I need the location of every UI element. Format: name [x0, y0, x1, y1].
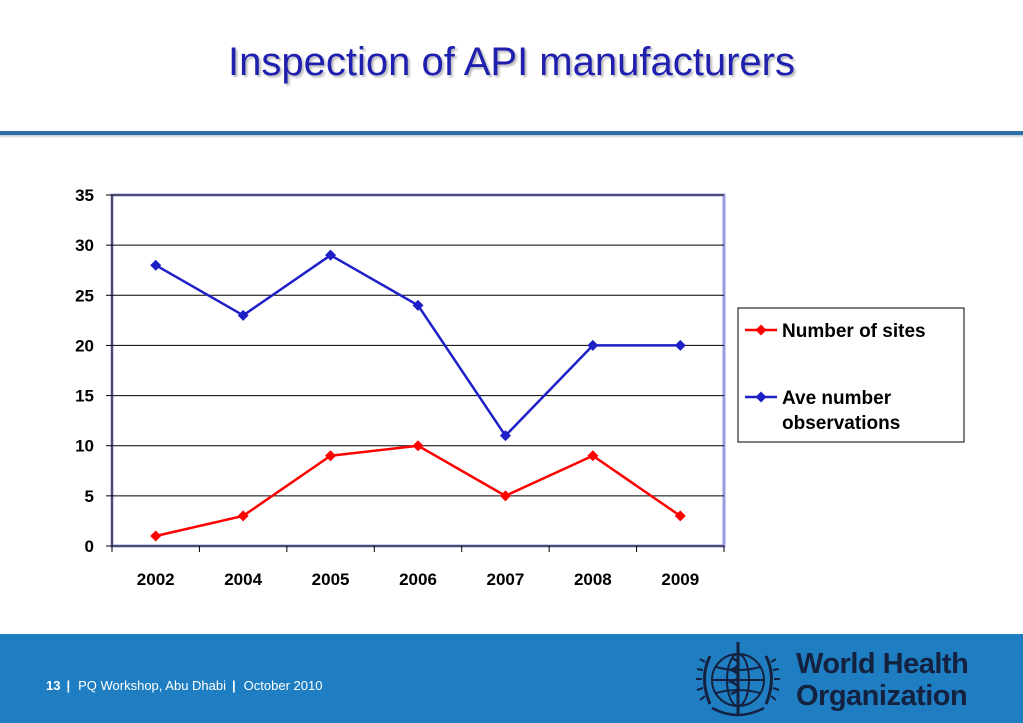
footer-text: 13 | PQ Workshop, Abu Dhabi | October 2010: [46, 678, 322, 693]
data-point-marker: [325, 249, 337, 261]
x-tick-label: 2006: [399, 570, 437, 589]
series-layer: [150, 249, 686, 542]
legend-swatch-marker: [755, 391, 767, 403]
x-tick-label: 2004: [224, 570, 262, 589]
legend-swatch-marker: [755, 324, 767, 336]
who-emblem-icon: [696, 642, 780, 717]
plot-area: [110, 193, 726, 548]
y-axis-tick-labels: 0 5 10 15 20 25 30 35: [75, 186, 94, 556]
footer-event: PQ Workshop, Abu Dhabi: [78, 678, 227, 693]
x-axis-tick-labels: 2002 2004 2005 2006 2007 2008 2009: [137, 570, 699, 589]
data-point-marker: [674, 510, 686, 522]
page-number: 13: [46, 678, 61, 693]
who-name: World Health Organization: [796, 648, 969, 712]
data-point-marker: [150, 530, 162, 542]
data-point-marker: [412, 299, 424, 311]
legend-label-sites: Number of sites: [782, 321, 926, 342]
data-point-marker: [237, 309, 249, 321]
y-tick-label: 30: [75, 236, 94, 255]
footer-bar: 13 | PQ Workshop, Abu Dhabi | October 2010 W…: [0, 634, 1023, 723]
data-point-marker: [237, 510, 249, 522]
footer-separator: |: [66, 678, 71, 693]
y-tick-label: 20: [75, 336, 94, 355]
data-point-marker: [499, 430, 511, 442]
data-point-marker: [499, 490, 511, 502]
y-tick-label: 10: [75, 437, 94, 456]
gridlines: [106, 194, 725, 552]
data-point-marker: [325, 450, 337, 462]
footer-date: October 2010: [243, 678, 323, 693]
title-divider: [0, 131, 1023, 135]
x-tick-label: 2008: [574, 570, 612, 589]
legend-item-observations: Ave number observations: [745, 388, 900, 434]
data-point-marker: [150, 259, 162, 271]
title-divider-shadow: [0, 135, 1023, 138]
who-name-line1: World Health: [796, 648, 969, 680]
slide-title: Inspection of API manufacturers: [228, 40, 795, 84]
y-tick-label: 35: [75, 186, 94, 205]
who-name-line2: Organization: [796, 680, 968, 712]
legend-label-observations: Ave number observations: [782, 388, 900, 434]
data-point-marker: [412, 440, 424, 452]
y-tick-label: 5: [85, 487, 94, 506]
legend: Number of sites Ave number observations: [737, 307, 965, 443]
x-tick-label: 2009: [661, 570, 699, 589]
data-point-marker: [587, 339, 599, 351]
series-0: [150, 440, 686, 542]
x-tick-label: 2007: [487, 570, 525, 589]
y-tick-label: 15: [75, 387, 94, 406]
y-tick-label: 25: [75, 286, 94, 305]
series-1: [150, 249, 686, 442]
data-point-marker: [587, 450, 599, 462]
y-tick-label: 0: [85, 537, 94, 556]
data-point-marker: [674, 339, 686, 351]
legend-item-sites: Number of sites: [745, 321, 926, 342]
x-tick-label: 2002: [137, 570, 175, 589]
x-tick-label: 2005: [312, 570, 350, 589]
footer-separator: |: [232, 678, 236, 693]
